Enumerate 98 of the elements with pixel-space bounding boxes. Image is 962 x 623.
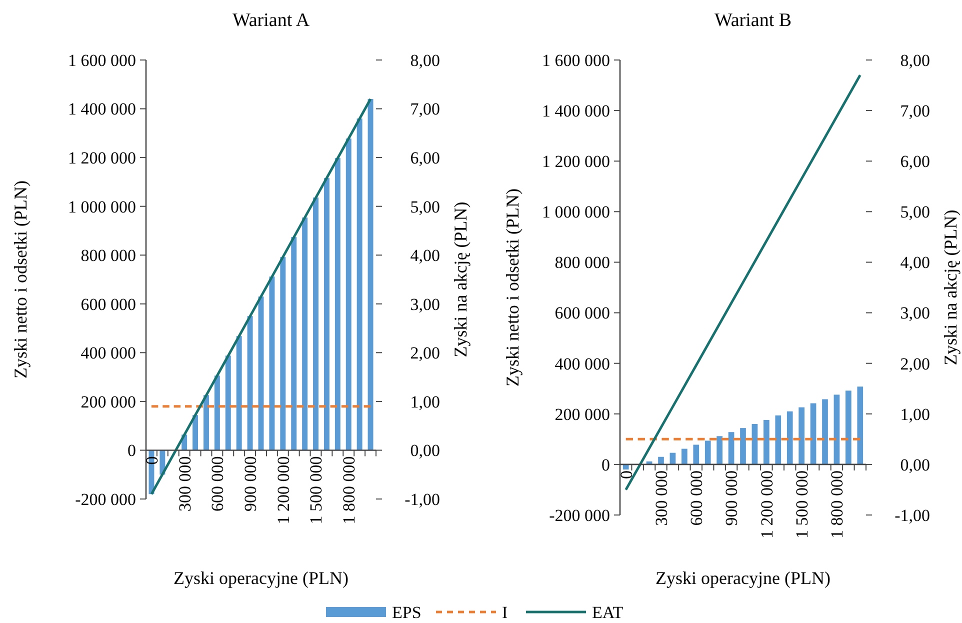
y-tick-label: 200 000 — [554, 404, 610, 424]
y2-tick-label: 5,00 — [410, 197, 440, 216]
y-tick-label: 1 000 000 — [68, 197, 136, 216]
y-tick-label: 800 000 — [554, 253, 610, 272]
x-tick-label: 600 000 — [687, 470, 706, 526]
chart-title: Wariant A — [232, 10, 310, 31]
y-tick-label: -200 000 — [75, 490, 136, 509]
y2-tick-label: 6,00 — [410, 148, 440, 168]
bar — [204, 395, 209, 450]
bar — [786, 411, 793, 464]
x-tick-label: 1 500 000 — [792, 470, 812, 538]
y-tick-label: 1 600 000 — [542, 50, 610, 70]
y-tick-label: 400 000 — [80, 344, 136, 363]
y2-tick-label: 7,00 — [410, 100, 440, 119]
y-tick-label: 1 200 000 — [542, 152, 610, 172]
bar — [764, 420, 770, 464]
bar — [682, 448, 688, 464]
y2-tick-label: 7,00 — [900, 102, 930, 121]
bar — [775, 415, 782, 464]
bar — [334, 158, 340, 450]
y2-tick-label: 1,00 — [410, 392, 440, 412]
bar — [798, 407, 804, 464]
legend-label: EPS — [392, 602, 422, 622]
y2-axis-title: Zyski na akcję (PLN) — [940, 210, 960, 366]
y-tick-label: 600 000 — [554, 304, 610, 323]
y-tick-label: 0 — [128, 441, 136, 460]
bar — [302, 218, 308, 450]
x-tick-label: 1 800 000 — [828, 470, 847, 538]
y2-tick-label: 0,00 — [900, 455, 930, 474]
y-tick-label: 1 400 000 — [542, 102, 610, 121]
y2-tick-label: 5,00 — [900, 202, 930, 222]
x-tick-label: 900 000 — [241, 456, 260, 512]
y2-tick-label: 3,00 — [410, 294, 440, 314]
bar — [810, 403, 816, 464]
bar — [693, 444, 700, 464]
x-axis-title: Zyski operacyjne (PLN) — [174, 568, 348, 588]
x-tick-label: 0 — [142, 456, 162, 465]
bar — [622, 464, 629, 470]
x-tick-label: 600 000 — [208, 456, 228, 512]
x-tick-label: 900 000 — [722, 470, 742, 526]
x-tick-label: 1 800 000 — [340, 456, 359, 524]
bar — [291, 237, 297, 450]
bar — [192, 415, 198, 450]
x-tick-label: 1 500 000 — [306, 456, 326, 524]
y2-tick-label: 6,00 — [900, 152, 930, 172]
bar — [247, 316, 253, 450]
y-tick-label: 800 000 — [80, 246, 136, 266]
y-axis-title: Zyski netto i odsetki (PLN) — [502, 188, 522, 386]
bar — [324, 178, 330, 450]
bar — [280, 257, 286, 450]
y-tick-label: 600 000 — [80, 294, 136, 314]
bar — [346, 138, 352, 450]
y2-tick-label: 8,00 — [900, 50, 930, 70]
bar — [716, 436, 722, 464]
bar — [356, 118, 362, 450]
bar — [704, 440, 711, 464]
bar — [368, 99, 374, 450]
bar — [225, 356, 231, 450]
y2-tick-label: 3,00 — [900, 304, 930, 323]
x-axis-title: Zyski operacyjne (PLN) — [656, 568, 830, 588]
y-tick-label: 1 200 000 — [68, 148, 136, 168]
y2-tick-label: 0,00 — [410, 441, 440, 460]
x-tick-label: 1 200 000 — [274, 456, 293, 524]
bar — [214, 376, 220, 450]
legend-label: EAT — [592, 602, 624, 622]
y2-tick-label: 2,00 — [410, 344, 440, 363]
bar — [846, 390, 852, 464]
bar — [834, 394, 840, 464]
y2-tick-label: 2,00 — [900, 354, 930, 374]
y2-tick-label: 4,00 — [900, 253, 930, 272]
y-tick-label: -200 000 — [549, 506, 610, 525]
x-tick-label: 0 — [616, 470, 636, 479]
legend-label: I — [502, 602, 508, 622]
bar — [313, 198, 318, 450]
y-axis-title: Zyski netto i odsetki (PLN) — [10, 180, 30, 378]
y2-axis-title: Zyski na akcję (PLN) — [450, 202, 470, 358]
x-tick-label: 300 000 — [175, 456, 194, 512]
y-tick-label: 1 600 000 — [68, 50, 136, 70]
y-tick-label: 1 400 000 — [68, 100, 136, 119]
bar — [269, 276, 275, 450]
chart-title: Wariant B — [714, 10, 792, 31]
y2-tick-label: -1,00 — [894, 506, 930, 525]
y2-tick-label: 1,00 — [900, 404, 930, 424]
bar — [822, 399, 828, 464]
x-tick-label: 300 000 — [652, 470, 671, 526]
y2-tick-label: 8,00 — [410, 50, 440, 70]
y2-tick-label: -1,00 — [404, 490, 440, 509]
bar — [752, 424, 758, 464]
bar — [740, 428, 746, 464]
bar — [857, 386, 864, 464]
y-tick-label: 400 000 — [554, 354, 610, 374]
bar — [236, 336, 242, 450]
bar — [658, 456, 664, 464]
y-tick-label: 200 000 — [80, 392, 136, 412]
bar — [728, 432, 734, 464]
y2-tick-label: 4,00 — [410, 246, 440, 266]
y-tick-label: 1 000 000 — [542, 202, 610, 222]
x-tick-label: 1 200 000 — [757, 470, 776, 538]
